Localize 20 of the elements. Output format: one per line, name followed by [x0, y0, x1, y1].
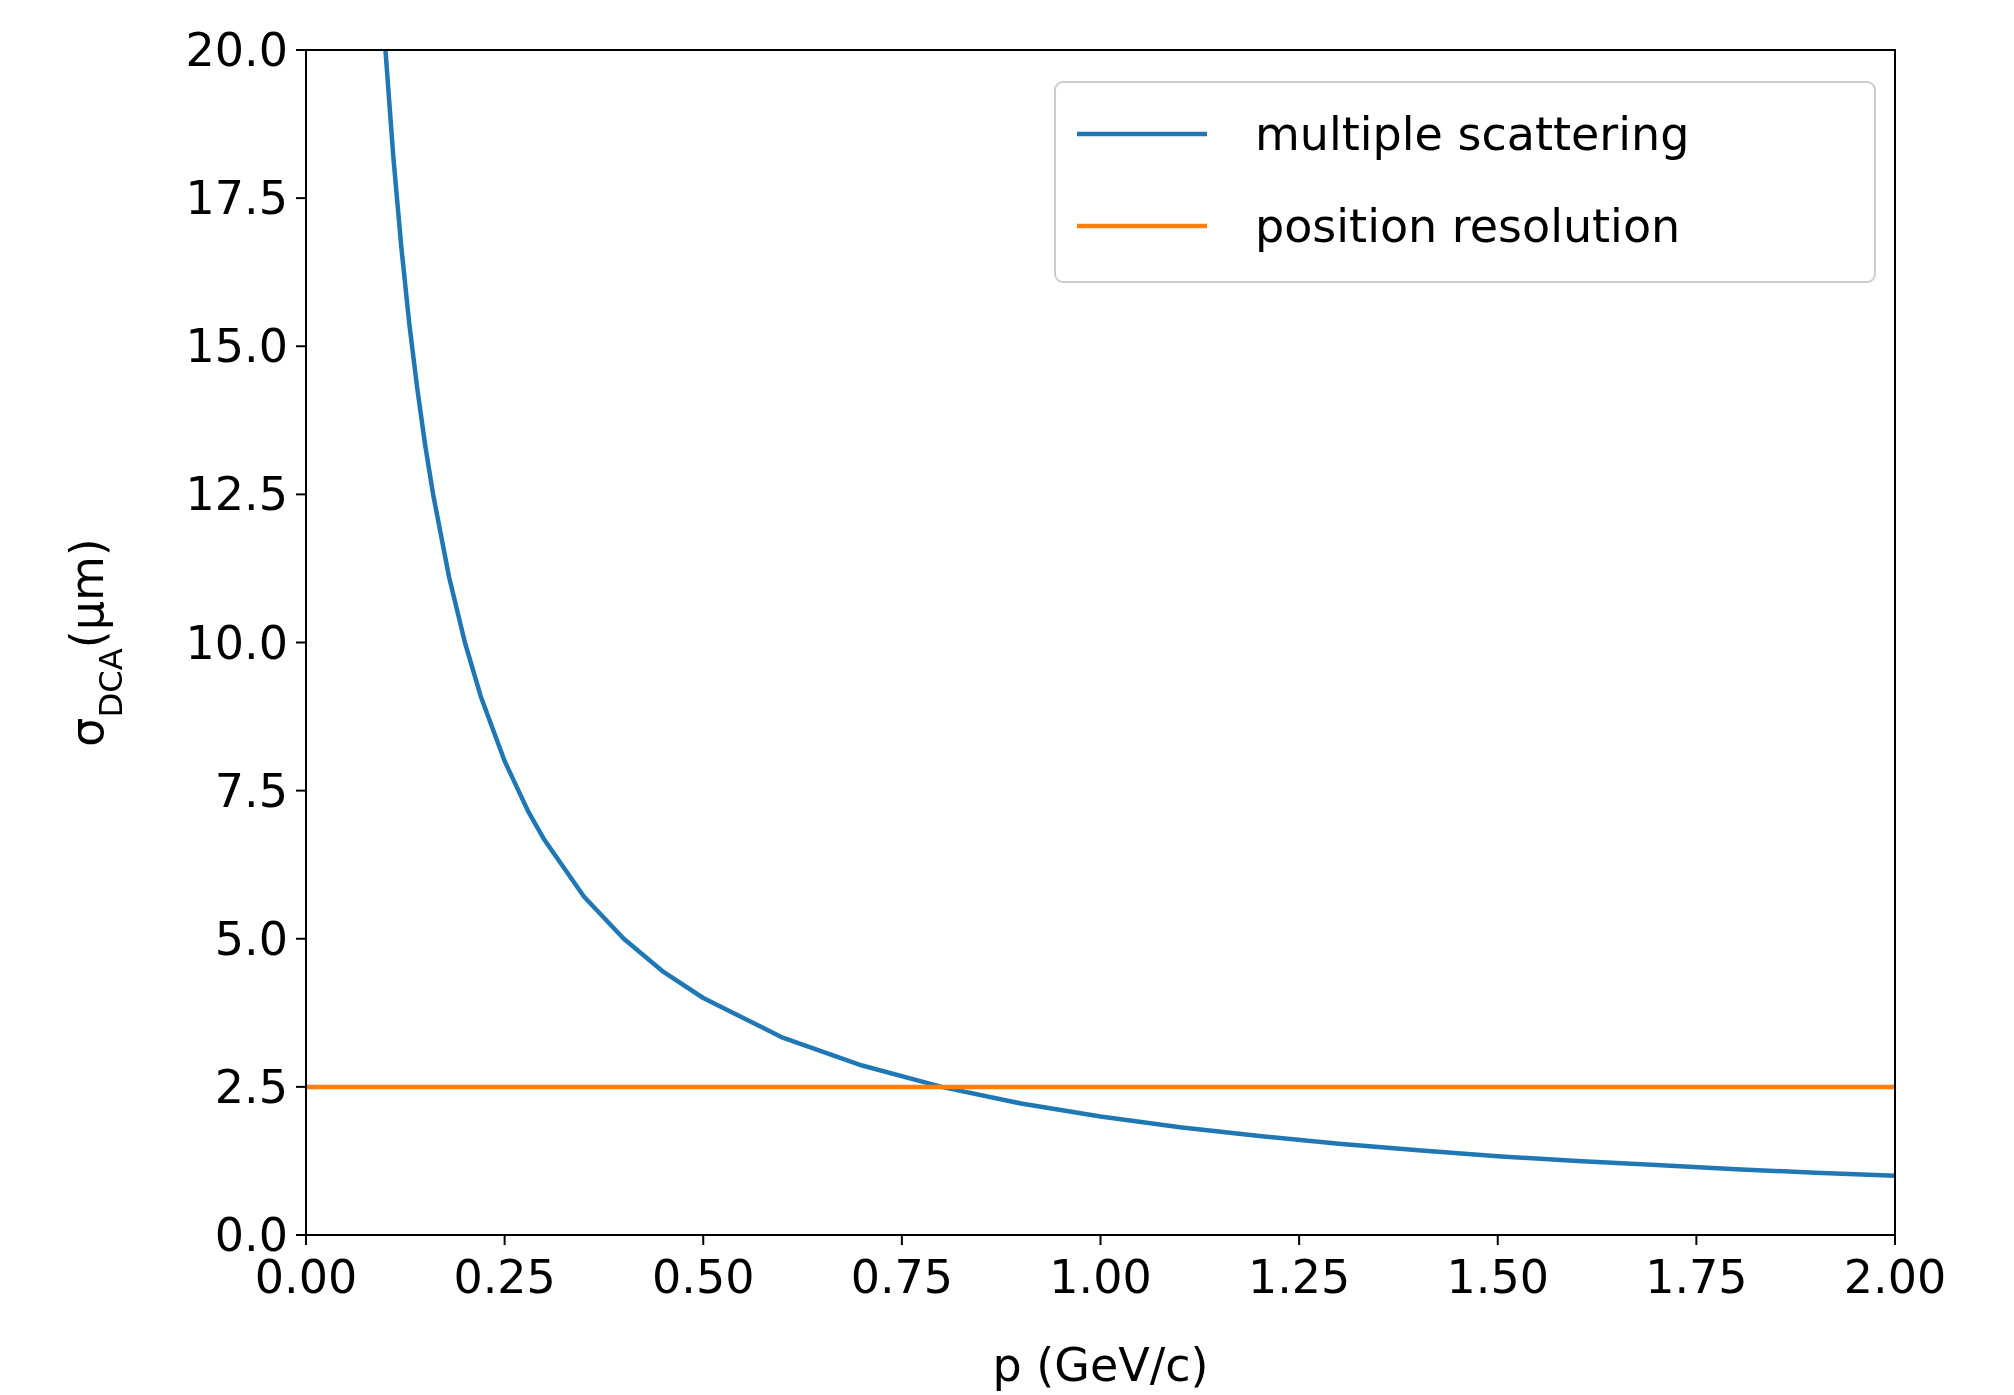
y-tick-label: 5.0: [214, 911, 288, 966]
x-tick-label: 1.25: [1247, 1250, 1351, 1304]
x-tick-label: 0.75: [850, 1250, 954, 1304]
x-axis-title: p (GeV/c): [992, 1338, 1209, 1392]
y-tick-label: 10.0: [185, 615, 288, 670]
x-tick-label: 1.75: [1645, 1250, 1748, 1304]
y-tick-label: 7.5: [214, 763, 288, 818]
x-tick-label: 0.25: [453, 1250, 556, 1304]
y-tick-label: 15.0: [185, 319, 288, 374]
legend-label: multiple scattering: [1255, 107, 1690, 162]
y-tick-label: 2.5: [214, 1059, 288, 1114]
x-tick-label: 0.50: [652, 1250, 755, 1304]
y-tick-label: 12.5: [185, 467, 288, 522]
y-tick-label: 20.0: [185, 23, 288, 78]
line-series: [383, 50, 1895, 1178]
x-tick-label: 2.00: [1843, 1250, 1947, 1304]
x-tick-label: 1.50: [1446, 1250, 1549, 1304]
legend-label: position resolution: [1255, 199, 1681, 254]
x-tick-label: 1.00: [1049, 1250, 1152, 1304]
y-tick-label: 17.5: [185, 171, 288, 226]
